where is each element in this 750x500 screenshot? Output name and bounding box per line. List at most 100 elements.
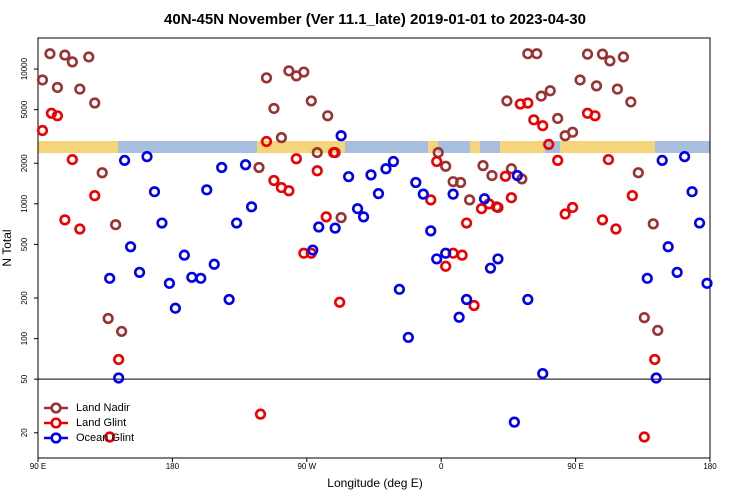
point bbox=[307, 244, 319, 256]
point bbox=[239, 159, 252, 171]
point bbox=[372, 188, 385, 200]
point bbox=[231, 217, 243, 229]
point bbox=[163, 277, 176, 289]
x-tick-label: 90 W bbox=[297, 462, 316, 471]
point bbox=[671, 266, 683, 278]
land-strip bbox=[38, 141, 118, 153]
point bbox=[254, 408, 267, 420]
point bbox=[589, 110, 601, 122]
point bbox=[662, 241, 674, 253]
y-tick-label: 100 bbox=[20, 331, 29, 345]
point bbox=[245, 201, 258, 213]
point bbox=[74, 83, 86, 95]
point bbox=[365, 169, 377, 181]
point bbox=[492, 253, 504, 265]
point bbox=[632, 167, 644, 179]
point bbox=[51, 110, 64, 122]
point bbox=[195, 272, 207, 284]
point bbox=[133, 266, 146, 278]
point bbox=[417, 188, 429, 200]
point bbox=[656, 154, 668, 166]
point bbox=[275, 132, 288, 144]
point bbox=[604, 55, 616, 67]
land-strip bbox=[560, 141, 655, 153]
point bbox=[66, 56, 78, 68]
point bbox=[475, 203, 488, 215]
point bbox=[617, 51, 629, 63]
land-strip bbox=[257, 141, 345, 153]
point bbox=[387, 155, 400, 168]
point bbox=[641, 272, 653, 284]
point bbox=[693, 217, 706, 229]
point bbox=[596, 48, 609, 60]
point bbox=[522, 48, 534, 60]
plot-frame bbox=[37, 37, 711, 459]
point bbox=[431, 253, 443, 265]
point bbox=[357, 211, 370, 223]
point bbox=[283, 185, 295, 197]
point bbox=[610, 223, 622, 235]
point bbox=[649, 353, 661, 366]
y-tick-label: 1000 bbox=[20, 194, 29, 212]
point bbox=[334, 296, 346, 308]
point bbox=[169, 302, 181, 314]
point bbox=[440, 260, 452, 272]
point bbox=[440, 247, 452, 259]
point bbox=[260, 72, 273, 84]
point bbox=[522, 293, 534, 306]
point bbox=[650, 372, 662, 384]
point bbox=[124, 241, 137, 253]
y-tick-label: 2000 bbox=[20, 154, 29, 172]
point bbox=[260, 135, 273, 148]
point bbox=[268, 174, 280, 187]
point bbox=[468, 299, 480, 312]
point bbox=[110, 219, 122, 231]
point bbox=[537, 367, 549, 380]
point bbox=[66, 153, 78, 166]
y-tick-label: 200 bbox=[20, 291, 29, 305]
point bbox=[44, 48, 56, 60]
point bbox=[486, 169, 498, 182]
point bbox=[311, 146, 323, 159]
point bbox=[208, 258, 220, 270]
x-tick-label: 90 E bbox=[567, 462, 583, 471]
point bbox=[679, 151, 691, 163]
point bbox=[116, 325, 128, 338]
point bbox=[335, 212, 347, 224]
point bbox=[626, 190, 638, 202]
point bbox=[574, 74, 586, 86]
point bbox=[305, 95, 317, 107]
point bbox=[581, 48, 594, 60]
point bbox=[59, 214, 71, 226]
point bbox=[455, 176, 467, 189]
point bbox=[425, 225, 437, 237]
point bbox=[501, 95, 513, 107]
point bbox=[313, 221, 325, 233]
point bbox=[559, 208, 571, 220]
point bbox=[552, 112, 564, 125]
point bbox=[311, 165, 323, 177]
point bbox=[567, 201, 579, 214]
point bbox=[602, 153, 615, 166]
point bbox=[96, 167, 108, 179]
point bbox=[45, 107, 58, 119]
point bbox=[701, 277, 713, 289]
point bbox=[596, 214, 609, 226]
point bbox=[511, 169, 523, 182]
point bbox=[113, 353, 125, 366]
point bbox=[447, 188, 459, 200]
point bbox=[425, 194, 437, 206]
point bbox=[544, 85, 556, 97]
point bbox=[625, 96, 637, 108]
point bbox=[590, 80, 603, 92]
point bbox=[537, 120, 549, 132]
point bbox=[320, 211, 332, 223]
x-tick-label: 180 bbox=[703, 462, 717, 471]
point bbox=[499, 170, 512, 182]
legend-marker bbox=[50, 402, 62, 414]
point bbox=[178, 249, 190, 261]
point bbox=[484, 262, 497, 274]
point bbox=[36, 124, 49, 137]
point bbox=[552, 154, 564, 166]
point bbox=[253, 161, 265, 174]
